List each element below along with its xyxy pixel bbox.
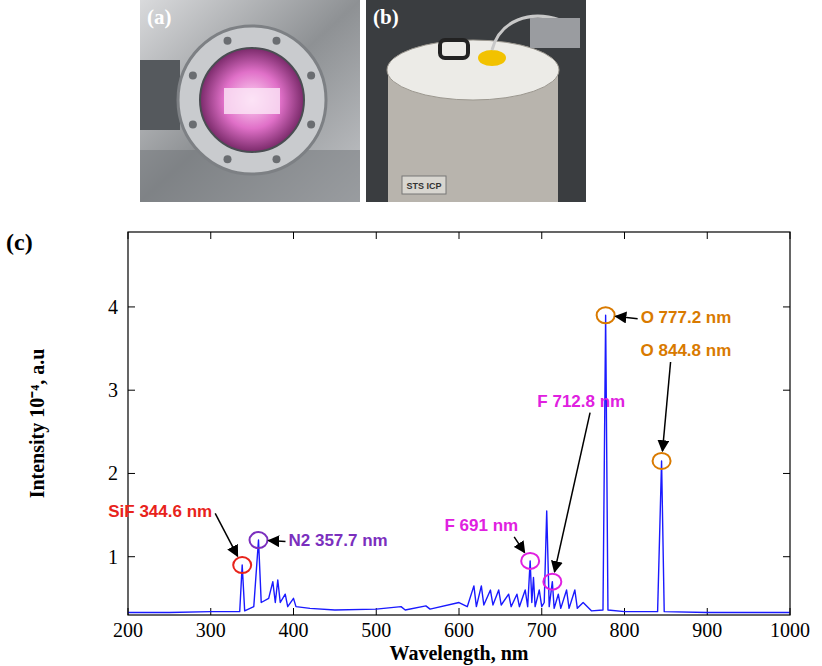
y-tick: [783, 473, 790, 474]
y-tick: [128, 473, 135, 474]
y-tick: [783, 306, 790, 307]
plasma-window: [200, 48, 304, 152]
panel-label: (a): [147, 5, 172, 29]
x-tick: [293, 608, 294, 615]
annotations: SiF 344.6 nm N2 357.7 nm F 691 nm F 712.8 n…: [108, 307, 731, 589]
photo-a: [140, 0, 360, 202]
y-axis-title: Intensity 10⁻⁴, a.u: [26, 349, 49, 499]
y-tick: [128, 306, 135, 307]
y-tick: [783, 556, 790, 557]
bolt: [224, 37, 232, 45]
x-tick: [459, 232, 460, 239]
yellow-cap: [478, 50, 506, 66]
x-tick-label: 700: [527, 619, 557, 641]
x-tick-label: 900: [692, 619, 722, 641]
bolt: [272, 37, 280, 45]
x-tick-label: 800: [610, 619, 640, 641]
x-tick: [293, 232, 294, 239]
annotation-arrow: [662, 362, 670, 451]
annotation-arrow: [616, 316, 638, 318]
bolt: [224, 155, 232, 163]
y-tick: [783, 390, 790, 391]
x-tick: [376, 232, 377, 239]
x-axis-title: Wavelength, nm: [390, 642, 529, 665]
peak-marker: [521, 553, 539, 569]
x-tick: [541, 608, 542, 615]
bolt: [307, 72, 315, 80]
y-tick-label: 2: [108, 462, 118, 484]
x-tick-label: 300: [196, 619, 226, 641]
x-tick: [624, 232, 625, 239]
spectrum-line: [128, 315, 790, 612]
side-port: [140, 60, 180, 130]
photo-background: [140, 0, 360, 202]
peak-marker: [249, 532, 267, 548]
bolt: [189, 120, 197, 128]
annotation-label: O 844.8 nm: [641, 341, 732, 360]
photo-b: STS ICP: [366, 0, 586, 202]
annotation-label: SiF 344.6 nm: [108, 502, 212, 521]
plot-area: [128, 232, 790, 615]
photo-background: [366, 0, 586, 202]
bolt: [307, 120, 315, 128]
annotation-label: O 777.2 nm: [641, 308, 732, 327]
x-tick: [541, 232, 542, 239]
x-tick: [459, 608, 460, 615]
y-tick: [128, 390, 135, 391]
x-tick-label: 1000: [770, 619, 810, 641]
annotation-arrow: [555, 413, 591, 572]
plot-marks: [128, 315, 790, 612]
x-tick-label: 400: [279, 619, 309, 641]
plasma-glow: [224, 88, 280, 114]
x-tick: [707, 232, 708, 239]
name-plate: [402, 176, 446, 194]
annotation-label: F 691 nm: [444, 516, 518, 535]
peak-marker: [653, 453, 671, 469]
annotation-label: F 712.8 nm: [537, 392, 625, 411]
figure: (a) STS ICP (b) (c) 200 300 400 500 600 700 800 900…: [0, 0, 822, 666]
x-tick-label: 600: [444, 619, 474, 641]
annotation-arrow: [215, 513, 237, 556]
handle: [440, 40, 468, 58]
y-tick-label: 3: [108, 379, 118, 401]
annotation-label: N2 357.7 nm: [288, 531, 387, 550]
bolt: [189, 72, 197, 80]
peak-marker: [543, 574, 561, 590]
valve: [530, 18, 580, 48]
panel-label: (c): [6, 229, 33, 255]
plot-frame: [128, 232, 790, 615]
panel-label: (b): [373, 5, 399, 29]
tool-lid: [387, 40, 559, 100]
y-tick-label: 1: [108, 546, 118, 568]
x-tick: [707, 608, 708, 615]
flange: [178, 26, 326, 174]
annotation-arrow: [514, 537, 524, 553]
y-tick-label: 4: [108, 296, 118, 318]
bolt: [272, 155, 280, 163]
x-tick: [210, 232, 211, 239]
x-tick-label: 200: [113, 619, 143, 641]
peak-marker: [597, 307, 615, 323]
y-tick: [128, 556, 135, 557]
peak-marker: [233, 557, 251, 573]
plate-text: STS ICP: [406, 181, 441, 191]
annotation-arrow: [268, 540, 285, 542]
x-tick-label: 500: [361, 619, 391, 641]
